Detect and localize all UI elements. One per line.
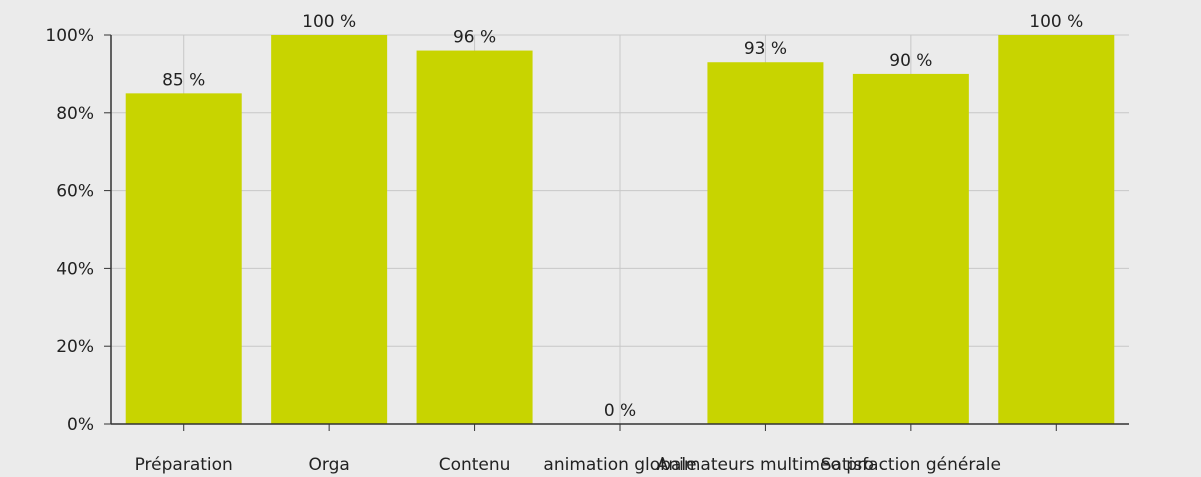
bars-layer	[125, 35, 1115, 425]
x-category-label: animation globale	[543, 455, 696, 475]
labels-layer: 0% 20% 40% 60% 80% 100% 85 % 100 % 96 % 0 % 93 % 90…	[45, 12, 1083, 475]
y-tick-label: 40%	[56, 259, 94, 279]
axes-layer	[104, 34, 1129, 431]
bar	[707, 62, 824, 424]
bar	[416, 50, 533, 425]
bar-data-label: 100 %	[1029, 12, 1083, 32]
bar-data-label: 100 %	[302, 12, 356, 32]
bar	[998, 35, 1115, 424]
x-category-label: Orga	[309, 455, 350, 475]
y-tick-label: 100%	[45, 26, 94, 46]
x-category-label: Préparation	[135, 455, 233, 475]
bar	[852, 73, 969, 425]
x-category-label: Animateurs multimeo pro	[657, 455, 874, 475]
bar-data-label: 90 %	[889, 51, 932, 71]
grid-layer	[111, 34, 1129, 424]
bar-data-label: 93 %	[744, 39, 787, 59]
bar-data-label: 96 %	[453, 28, 496, 48]
bar	[271, 35, 388, 424]
y-tick-label: 60%	[56, 182, 94, 202]
bar	[125, 93, 242, 424]
y-tick-label: 0%	[67, 415, 94, 435]
bar-data-label: 85 %	[162, 70, 205, 90]
x-category-label: Contenu	[439, 455, 511, 475]
x-category-label: Satisfaction générale	[821, 455, 1001, 475]
y-tick-label: 20%	[56, 337, 94, 357]
y-tick-label: 80%	[56, 104, 94, 124]
bar-data-label: 0 %	[604, 401, 636, 421]
